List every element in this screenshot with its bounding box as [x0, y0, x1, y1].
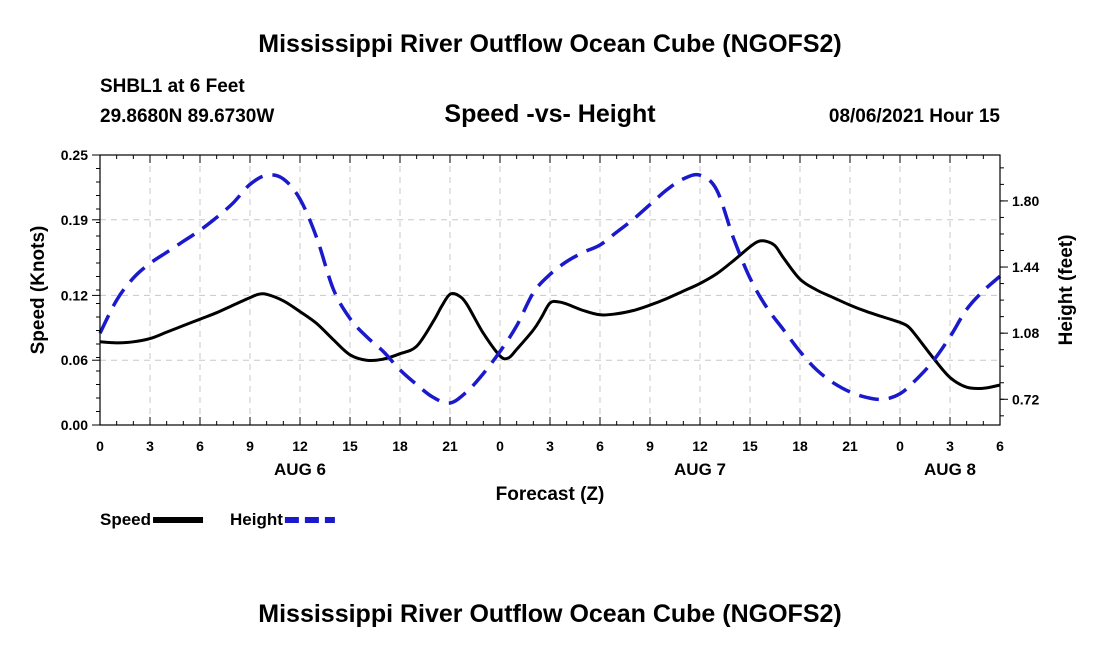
- plot-frame: [99, 154, 1001, 426]
- right-tick-label: 1.44: [1012, 259, 1039, 275]
- axis-ticks: [92, 154, 1008, 426]
- left-tick-label: 0.12: [61, 287, 88, 303]
- right-tick-label: 1.08: [1012, 325, 1039, 341]
- right-tick-label: 1.80: [1012, 193, 1039, 209]
- x-tick-label: 15: [342, 438, 358, 454]
- x-tick-label: 6: [596, 438, 604, 454]
- left-tick-label: 0.19: [61, 212, 88, 228]
- x-tick-label: 18: [792, 438, 808, 454]
- x-tick-label: 21: [442, 438, 458, 454]
- left-tick-label: 0.25: [61, 147, 88, 163]
- x-tick-label: 6: [996, 438, 1004, 454]
- x-tick-label: 3: [146, 438, 154, 454]
- x-tick-label: 0: [896, 438, 904, 454]
- x-tick-label: 9: [646, 438, 654, 454]
- x-tick-label: 18: [392, 438, 408, 454]
- legend-label-speed: Speed: [100, 510, 151, 529]
- x-tick-label: 0: [96, 438, 104, 454]
- left-tick-label: 0.06: [61, 352, 88, 368]
- day-label: AUG 8: [924, 460, 976, 479]
- x-tick-label: 3: [946, 438, 954, 454]
- x-tick-label: 21: [842, 438, 858, 454]
- forecast-datetime: 08/06/2021 Hour 15: [828, 106, 1000, 127]
- x-tick-label: 6: [196, 438, 204, 454]
- left-tick-label: 0.00: [61, 417, 88, 433]
- station-label: SHBL1 at 6 Feet: [100, 76, 245, 97]
- legend: Speed Height: [100, 510, 335, 529]
- day-label: AUG 6: [274, 460, 326, 479]
- day-label: AUG 7: [674, 460, 726, 479]
- axis-labels: 0 3 6 9 12 15 18 21 0 3 6 9 12 15 18 21 0 3 6 AUG 6 AUG 7 AUG…: [61, 147, 1040, 479]
- x-tick-label: 9: [246, 438, 254, 454]
- series-line-height: [98, 172, 1002, 405]
- series-layer: [98, 172, 1002, 405]
- x-axis-title: Forecast (Z): [496, 484, 605, 505]
- chart-title: Mississippi River Outflow Ocean Cube (NG…: [258, 30, 842, 58]
- chart-subtitle: Speed -vs- Height: [444, 100, 656, 128]
- right-axis-title: Height (feet): [1056, 235, 1077, 346]
- x-tick-label: 15: [742, 438, 758, 454]
- x-tick-label: 0: [496, 438, 504, 454]
- footer-title: Mississippi River Outflow Ocean Cube (NG…: [258, 600, 842, 628]
- right-tick-label: 0.72: [1012, 391, 1039, 407]
- coordinates-label: 29.8680N 89.6730W: [100, 106, 275, 127]
- gridlines: [100, 155, 1000, 425]
- series-line-speed: [99, 239, 1001, 391]
- x-tick-label: 12: [292, 438, 308, 454]
- legend-label-height: Height: [230, 510, 283, 529]
- x-tick-label: 3: [546, 438, 554, 454]
- left-axis-title: Speed (Knots): [28, 226, 49, 355]
- x-tick-label: 12: [692, 438, 708, 454]
